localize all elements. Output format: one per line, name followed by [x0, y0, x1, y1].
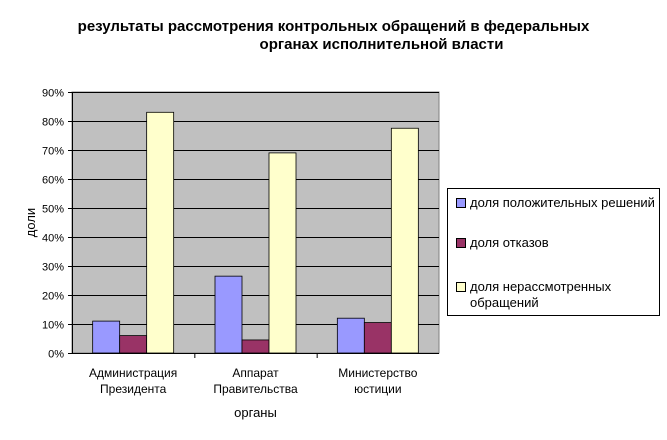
chart-title-line-1: результаты рассмотрения контрольных обра…: [77, 18, 590, 35]
legend-label-positive: доля положительных решений: [470, 195, 655, 210]
legend-label-refusals: доля отказов: [470, 235, 549, 250]
y-tick-label: 90%: [42, 88, 64, 100]
x-tick-label: Администрация: [89, 366, 177, 380]
x-tick-label: Правительства: [213, 382, 298, 396]
bar-positive: [214, 275, 243, 354]
x-tick-label: Аппарат: [232, 366, 279, 380]
y-tick-label: 0%: [48, 349, 64, 361]
legend-swatch-positive: [456, 198, 466, 208]
plot-area: [71, 91, 440, 354]
y-tick-label: 30%: [42, 262, 64, 274]
bar-positive: [336, 317, 365, 354]
bar-unreviewed: [146, 111, 175, 354]
y-axis-title: доли: [23, 208, 38, 237]
y-tick-label: 10%: [42, 320, 64, 332]
bar-unreviewed: [390, 127, 419, 354]
bar-unreviewed: [268, 152, 297, 354]
x-axis-title: органы: [234, 405, 277, 420]
y-tick-label: 70%: [42, 146, 64, 158]
x-tick-label: Президента: [100, 382, 167, 396]
y-tick-label: 60%: [42, 175, 64, 187]
legend-swatch-unreviewed: [456, 282, 466, 292]
chart-title-line-2: органах исполнительной власти: [259, 36, 504, 53]
bar-refusals: [363, 322, 392, 354]
y-tick-label: 40%: [42, 233, 64, 245]
y-tick-label: 80%: [42, 117, 64, 129]
bar-refusals: [241, 339, 270, 354]
x-tick-label: юстиции: [354, 382, 401, 396]
chart-title: результаты рассмотрения контрольных обра…: [0, 18, 667, 54]
x-tick-label: Министерство: [338, 366, 417, 380]
y-tick-label: 20%: [42, 291, 64, 303]
bar-positive: [92, 320, 121, 354]
legend-label-unreviewed: доля нерассмотренных обращений: [470, 279, 612, 310]
y-tick-label: 50%: [42, 204, 64, 216]
legend-swatch-refusals: [456, 238, 466, 248]
bar-refusals: [119, 335, 148, 354]
chart-legend: доля положительных решений доля отказов …: [447, 188, 660, 316]
